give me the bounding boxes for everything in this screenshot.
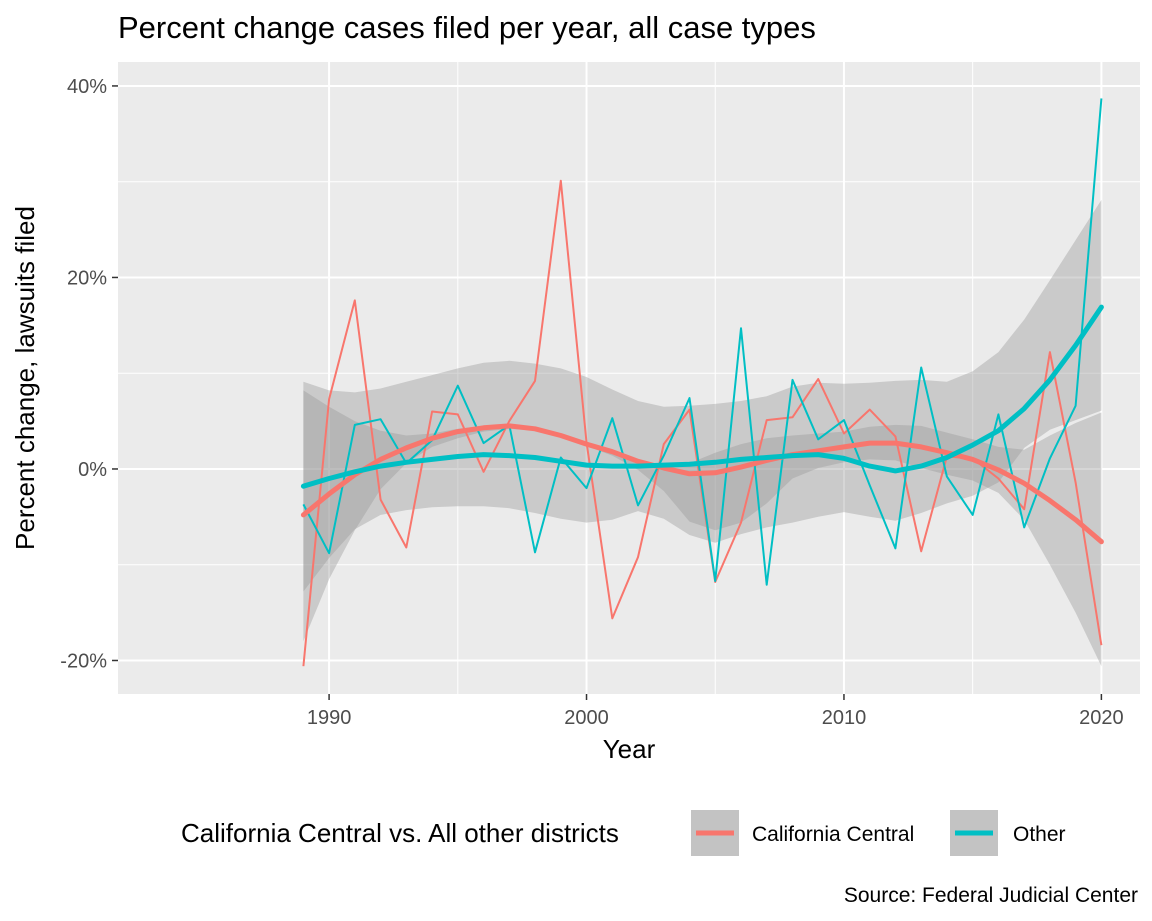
x-tick-label: 1990 bbox=[307, 707, 352, 729]
y-tick-label: 20% bbox=[67, 267, 107, 289]
legend-entry-other: Other bbox=[950, 810, 1066, 856]
x-tick-label: 2000 bbox=[564, 707, 609, 729]
trend-line-california-central bbox=[300, 423, 1104, 545]
x-tick-label: 2010 bbox=[822, 707, 867, 729]
plot-panel bbox=[118, 62, 1140, 694]
chart-title: Percent change cases filed per year, all… bbox=[118, 10, 816, 45]
series-line-other bbox=[302, 98, 1103, 586]
y-tick-label: -20% bbox=[60, 650, 107, 672]
y-axis-title: Percent change, lawsuits filed bbox=[10, 206, 40, 550]
x-tick-label: 2020 bbox=[1079, 707, 1124, 729]
confidence-band-other bbox=[303, 199, 1102, 592]
y-tick-label: 40% bbox=[67, 76, 107, 98]
x-axis-title: Year bbox=[603, 734, 656, 764]
axis-ticks: -20% 0% 20% 40% 1990 2000 2010 2020 bbox=[60, 76, 1123, 729]
legend: California Central vs. All other distric… bbox=[181, 810, 1066, 856]
legend-label-other: Other bbox=[1013, 823, 1066, 846]
gridlines bbox=[118, 62, 1140, 694]
y-tick-label: 0% bbox=[78, 459, 107, 481]
legend-label-california-central: California Central bbox=[752, 823, 914, 846]
confidence-bands bbox=[303, 199, 1102, 667]
trend-line-other bbox=[300, 304, 1104, 489]
smooth-trend-lines bbox=[300, 304, 1104, 545]
confidence-band-california-central bbox=[303, 390, 1102, 667]
legend-entry-california-central: California Central bbox=[691, 810, 914, 856]
legend-title: California Central vs. All other distric… bbox=[181, 818, 619, 848]
source-caption: Source: Federal Judicial Center bbox=[844, 884, 1138, 907]
